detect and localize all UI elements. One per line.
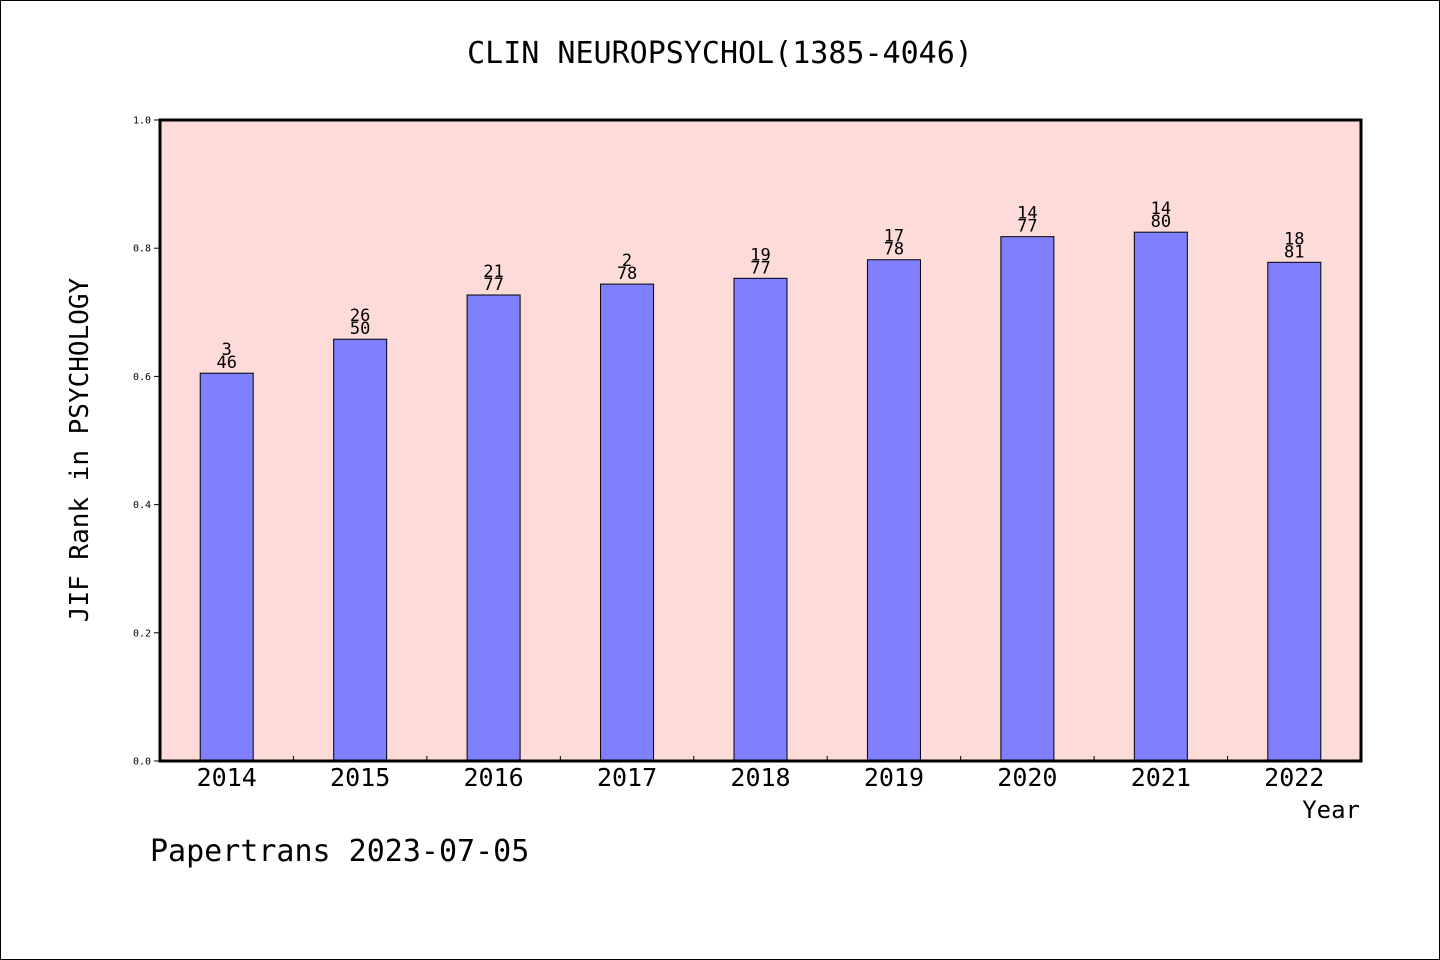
bar-label-bottom: 78 <box>617 264 637 284</box>
x-tick-label: 2017 <box>597 763 657 792</box>
bar-label-top: 18 <box>1284 229 1304 249</box>
bar-label-top: 3 <box>222 340 232 360</box>
x-tick-label: 2020 <box>997 763 1057 792</box>
bar-label-bottom: 46 <box>216 353 236 373</box>
x-tick-label: 2019 <box>864 763 924 792</box>
bar <box>199 372 254 762</box>
bar-label-bottom: 80 <box>1151 212 1171 232</box>
footer-credit: Papertrans 2023-07-05 <box>150 834 530 869</box>
bar-label-top: 2 <box>622 251 632 271</box>
bar <box>866 259 921 762</box>
x-tick-label: 2016 <box>464 763 524 792</box>
bar <box>333 338 388 762</box>
bar <box>733 277 788 762</box>
y-tick-label: 0.4 <box>133 500 151 511</box>
bar-label-top: 21 <box>483 262 503 282</box>
bar <box>1000 236 1055 762</box>
bar-label-top: 14 <box>1017 204 1037 224</box>
x-tick-label: 2015 <box>330 763 390 792</box>
x-tick-label: 2014 <box>197 763 257 792</box>
plot-border <box>158 118 1363 763</box>
y-tick-label: 0.6 <box>133 372 151 383</box>
x-tick-label: 2022 <box>1264 763 1324 792</box>
bar-label-top: 14 <box>1151 199 1171 219</box>
chart-title: CLIN NEUROPSYCHOL(1385-4046) <box>467 36 973 71</box>
bar-label-bottom: 50 <box>350 319 370 339</box>
bar-label-bottom: 77 <box>1017 217 1037 237</box>
y-tick-label: 0.0 <box>133 757 151 768</box>
x-tick-label: 2021 <box>1131 763 1191 792</box>
bar <box>1267 261 1322 762</box>
y-tick-label: 1.0 <box>133 116 151 127</box>
x-axis-label: Year <box>1302 796 1360 824</box>
y-tick-label: 0.8 <box>133 244 151 255</box>
bar <box>1133 231 1188 762</box>
bar-label-top: 26 <box>350 306 370 326</box>
x-tick-label: 2018 <box>730 763 790 792</box>
bar-label-bottom: 78 <box>884 240 904 260</box>
bar-label-top: 17 <box>884 227 904 247</box>
bar-label-bottom: 81 <box>1284 242 1304 262</box>
y-tick-label: 0.2 <box>133 628 151 639</box>
bar <box>466 294 521 762</box>
bar <box>600 283 655 762</box>
bar-label-bottom: 77 <box>483 275 503 295</box>
bar-label-bottom: 77 <box>750 258 770 278</box>
bar-label-top: 19 <box>750 245 770 265</box>
